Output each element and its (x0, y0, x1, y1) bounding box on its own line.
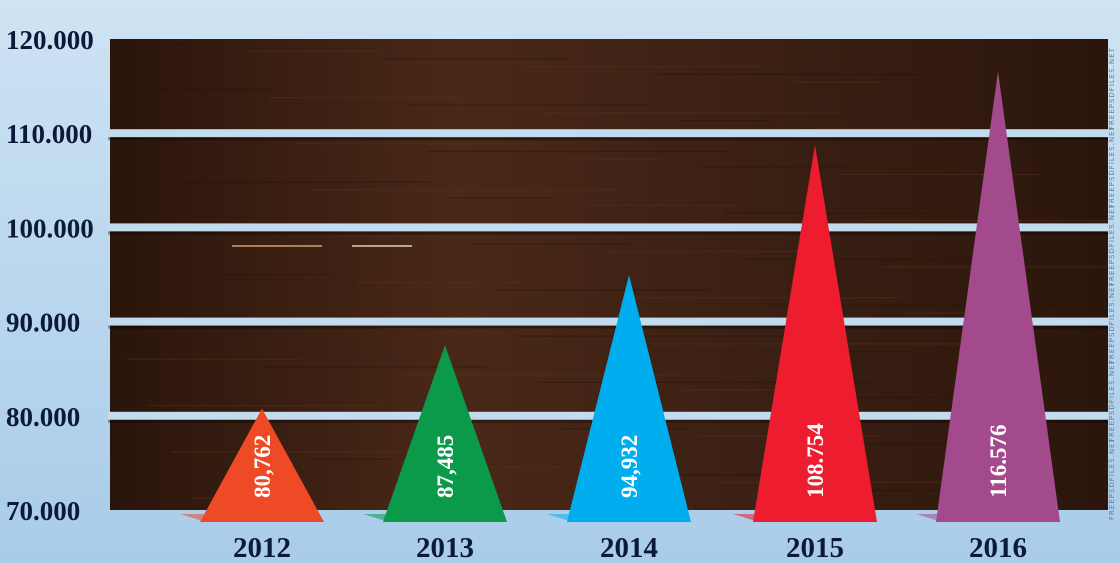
gridline-shadow (108, 137, 1108, 141)
watermark-text: FREEPSDFILES.NET (1108, 281, 1116, 364)
y-tick-label: 120.000 (6, 25, 94, 55)
data-labels: 80,762 87,485 94,932 108.754 116.576 (250, 423, 1011, 498)
wood-grain (746, 258, 1010, 260)
wood-grain (176, 181, 430, 183)
bar-shadow (733, 514, 759, 522)
wood-grain (790, 351, 910, 353)
bar (753, 144, 877, 522)
wood-grain (631, 297, 900, 299)
wood-grain (379, 327, 600, 330)
wood-grain (812, 397, 990, 399)
x-tick-label: 2016 (969, 532, 1027, 563)
wood-grain (445, 466, 580, 468)
watermark-text: FREEPSDFILES.NET (1108, 203, 1116, 286)
wood-grain (384, 58, 570, 60)
y-tick-label: 110.000 (6, 119, 92, 149)
watermark-text: FREEPSDFILES.NET (1108, 47, 1116, 130)
y-tick-label: 80.000 (6, 402, 80, 432)
wood-grain (127, 358, 300, 360)
wood-grain (795, 81, 880, 83)
wood-grain (132, 89, 270, 91)
bar (936, 71, 1060, 522)
wood-grain (521, 66, 760, 68)
wood-grain (839, 173, 1040, 176)
plank-highlight (352, 245, 412, 247)
plank-highlight (232, 245, 322, 247)
wood-grain (768, 304, 1090, 306)
wood-grain (565, 158, 660, 160)
bar-shadow (180, 514, 206, 522)
watermark: FREEPSDFILES.NETFREEPSDFILES.NETFREEPSDF… (1108, 47, 1116, 520)
data-label: 116.576 (986, 425, 1011, 498)
x-tick-label: 2013 (416, 532, 474, 563)
x-tick-label: 2015 (786, 532, 844, 563)
bar-shadow (363, 514, 389, 522)
wood-grain (680, 120, 770, 122)
wood-grain (675, 389, 800, 391)
wood-grain (357, 281, 520, 283)
data-label: 94,932 (617, 435, 642, 498)
wood-grain (247, 50, 380, 52)
bars (180, 71, 1060, 522)
y-axis: 70.000 80.000 90.000 100.000 110.000 120.000 (6, 25, 94, 526)
wood-grain (264, 366, 490, 368)
wood-grain (817, 127, 960, 129)
wood-grain (423, 420, 760, 422)
bar (200, 408, 324, 522)
wood-grain (538, 381, 870, 383)
wood-grain (516, 335, 790, 337)
wood-grain (428, 150, 730, 152)
watermark-text: FREEPSDFILES.NET (1108, 437, 1116, 520)
wood-grain (494, 289, 710, 291)
y-tick-label: 70.000 (6, 496, 80, 526)
x-tick-label: 2012 (233, 532, 291, 563)
wood-grain (313, 189, 620, 191)
wood-grain (905, 312, 1020, 314)
wood-grain (269, 96, 460, 99)
wood-grain (335, 235, 440, 237)
wood-grain (149, 404, 380, 407)
bar (383, 345, 507, 522)
bar-shadow (547, 514, 573, 522)
wood-grain (291, 143, 540, 145)
y-tick-label: 90.000 (6, 308, 80, 338)
wood-grain (450, 197, 550, 199)
wood-grain (587, 204, 740, 206)
data-label: 80,762 (250, 435, 275, 498)
wood-grain (220, 274, 330, 276)
bar (567, 275, 691, 522)
x-axis: 2012 2013 2014 2015 2016 (233, 532, 1027, 563)
wood-grain (110, 43, 190, 45)
wood-grain (401, 374, 680, 376)
gridline (108, 129, 1108, 138)
wood-grain (171, 451, 460, 453)
watermark-text: FREEPSDFILES.NET (1108, 125, 1116, 208)
data-label: 108.754 (803, 423, 828, 498)
bar-shadow (916, 514, 942, 522)
gridline-shadow (108, 325, 1108, 329)
wood-grain (308, 458, 390, 460)
wood-grain (658, 73, 950, 75)
wood-grain (724, 212, 930, 214)
watermark-text: FREEPSDFILES.NET (1108, 359, 1116, 442)
gridline-shadow (108, 231, 1108, 235)
y-tick-label: 100.000 (6, 213, 94, 243)
wood-grain (472, 243, 630, 245)
x-tick-label: 2014 (600, 532, 658, 563)
wood-grain (406, 104, 650, 106)
wood-grain (702, 166, 850, 168)
wood-grain (543, 112, 840, 114)
wood-grain (609, 250, 820, 253)
gridline (108, 223, 1108, 232)
gridline (108, 317, 1108, 326)
data-label: 87,485 (433, 435, 458, 498)
